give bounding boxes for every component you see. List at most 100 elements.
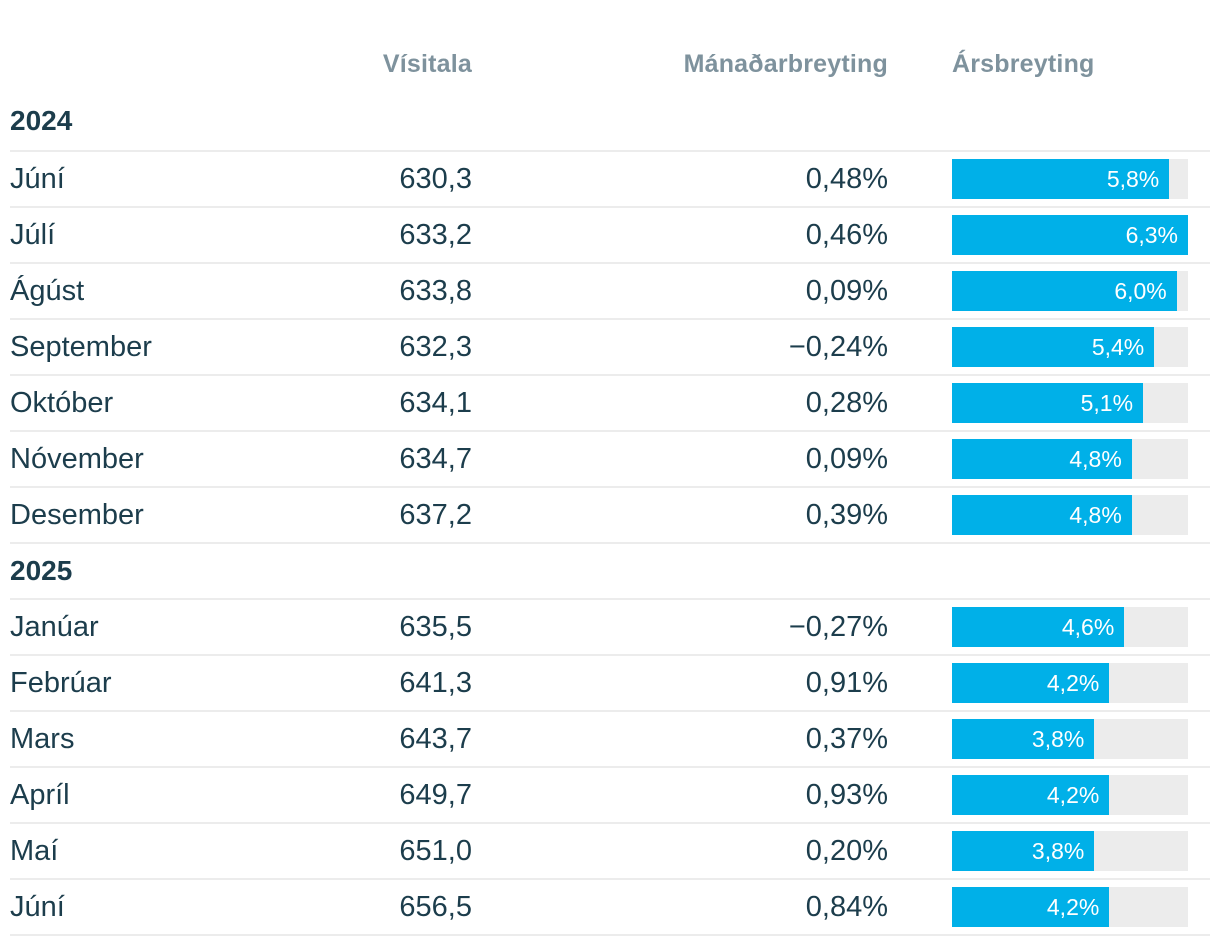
manadarbreyting-value: 0,39% [805, 498, 888, 531]
bar-value-label: 4,2% [1046, 893, 1100, 920]
table-body: 2024 Júní 630,3 0,48% 5,8% Júlí 633,2 0,… [10, 92, 1210, 936]
bar-track: 6,0% [952, 271, 1188, 311]
visitala-value: 637,2 [399, 498, 472, 531]
manadarbreyting-value: 0,37% [805, 722, 888, 755]
month-label: Júní [10, 162, 65, 195]
bar-fill: 3,8% [952, 831, 1095, 871]
table-row: Desember 637,2 0,39% 4,8% [10, 488, 1210, 544]
manadarbreyting-value: 0,20% [805, 834, 888, 867]
arsbreyting-bar-cell: 5,8% [952, 159, 1188, 199]
bar-value-label: 3,8% [1031, 725, 1085, 752]
bar-track: 4,8% [952, 495, 1188, 535]
month-label: Október [10, 386, 114, 419]
bar-fill: 6,0% [952, 271, 1177, 311]
bar-track: 4,6% [952, 607, 1188, 647]
bar-fill: 6,3% [952, 215, 1188, 255]
bar-value-label: 5,1% [1080, 389, 1134, 416]
table-row: Júní 656,5 0,84% 4,2% [10, 880, 1210, 936]
bar-track: 4,2% [952, 775, 1188, 815]
manadarbreyting-value: −0,27% [788, 610, 888, 643]
arsbreyting-bar-cell: 5,1% [952, 383, 1188, 423]
bar-track: 5,1% [952, 383, 1188, 423]
arsbreyting-bar-cell: 6,0% [952, 271, 1188, 311]
table-row: Apríl 649,7 0,93% 4,2% [10, 768, 1210, 824]
month-label: Mars [10, 722, 75, 755]
month-label: Ágúst [10, 274, 85, 307]
arsbreyting-bar-cell: 4,8% [952, 495, 1188, 535]
table-row: September 632,3 −0,24% 5,4% [10, 320, 1210, 376]
month-label: Nóvember [10, 442, 144, 475]
bar-track: 5,4% [952, 327, 1188, 367]
bar-value-label: 5,8% [1106, 165, 1160, 192]
manadarbreyting-value: 0,93% [805, 778, 888, 811]
visitala-value: 656,5 [399, 890, 472, 923]
year-section-header: 2024 [10, 92, 1210, 152]
manadarbreyting-value: −0,24% [788, 330, 888, 363]
arsbreyting-bar-cell: 4,8% [952, 439, 1188, 479]
arsbreyting-bar-cell: 4,2% [952, 887, 1188, 927]
month-label: Júlí [10, 218, 56, 251]
table-row: Júní 630,3 0,48% 5,8% [10, 152, 1210, 208]
bar-value-label: 4,2% [1046, 781, 1100, 808]
arsbreyting-bar-cell: 6,3% [952, 215, 1188, 255]
visitala-value: 633,8 [399, 274, 472, 307]
visitala-value: 630,3 [399, 162, 472, 195]
bar-fill: 4,6% [952, 607, 1125, 647]
month-label: September [10, 330, 152, 363]
arsbreyting-bar-cell: 5,4% [952, 327, 1188, 367]
bar-fill: 4,8% [952, 495, 1132, 535]
bar-fill: 3,8% [952, 719, 1095, 759]
bar-fill: 4,2% [952, 663, 1110, 703]
manadarbreyting-value: 0,28% [805, 386, 888, 419]
visitala-value: 634,7 [399, 442, 472, 475]
bar-value-label: 6,3% [1125, 221, 1178, 248]
bar-fill: 4,2% [952, 775, 1110, 815]
arsbreyting-bar-cell: 3,8% [952, 831, 1188, 871]
arsbreyting-bar-cell: 4,2% [952, 663, 1188, 703]
month-label: Febrúar [10, 666, 112, 699]
bar-fill: 5,8% [952, 159, 1170, 199]
table-row: Mars 643,7 0,37% 3,8% [10, 712, 1210, 768]
table-row: Ágúst 633,8 0,09% 6,0% [10, 264, 1210, 320]
bar-value-label: 4,6% [1061, 613, 1115, 640]
bar-track: 5,8% [952, 159, 1188, 199]
bar-track: 4,2% [952, 887, 1188, 927]
bar-value-label: 4,8% [1069, 445, 1122, 472]
arsbreyting-column-header: Ársbreyting [952, 49, 1095, 78]
manadarbreyting-value: 0,46% [805, 218, 888, 251]
bar-track: 4,8% [952, 439, 1188, 479]
table-header-row: Vísitala Mánaðarbreyting Ársbreyting [10, 36, 1210, 92]
bar-fill: 5,4% [952, 327, 1155, 367]
table-row: Október 634,1 0,28% 5,1% [10, 376, 1210, 432]
bar-fill: 5,1% [952, 383, 1144, 423]
bar-value-label: 5,4% [1091, 333, 1145, 360]
bar-value-label: 4,2% [1046, 669, 1100, 696]
visitala-value: 651,0 [399, 834, 472, 867]
manadarbreyting-value: 0,09% [805, 442, 888, 475]
manadarbreyting-value: 0,09% [805, 274, 888, 307]
bar-fill: 4,8% [952, 439, 1132, 479]
month-label: Apríl [10, 778, 70, 811]
visitala-value: 634,1 [399, 386, 472, 419]
bar-fill: 4,2% [952, 887, 1110, 927]
arsbreyting-bar-cell: 4,6% [952, 607, 1188, 647]
bar-track: 3,8% [952, 719, 1188, 759]
bar-value-label: 3,8% [1031, 837, 1085, 864]
arsbreyting-bar-cell: 3,8% [952, 719, 1188, 759]
manadarbreyting-value: 0,84% [805, 890, 888, 923]
visitala-value: 641,3 [399, 666, 472, 699]
manadarbreyting-value: 0,48% [805, 162, 888, 195]
visitala-value: 633,2 [399, 218, 472, 251]
visitala-value: 635,5 [399, 610, 472, 643]
manadarbreyting-column-header: Mánaðarbreyting [683, 49, 888, 78]
table-row: Febrúar 641,3 0,91% 4,2% [10, 656, 1210, 712]
visitala-value: 649,7 [399, 778, 472, 811]
visitala-value: 643,7 [399, 722, 472, 755]
visitala-column-header: Vísitala [382, 49, 472, 78]
manadarbreyting-value: 0,91% [805, 666, 888, 699]
month-label: Janúar [10, 610, 99, 643]
bar-value-label: 6,0% [1114, 277, 1167, 304]
bar-track: 3,8% [952, 831, 1188, 871]
month-label: Desember [10, 498, 144, 531]
